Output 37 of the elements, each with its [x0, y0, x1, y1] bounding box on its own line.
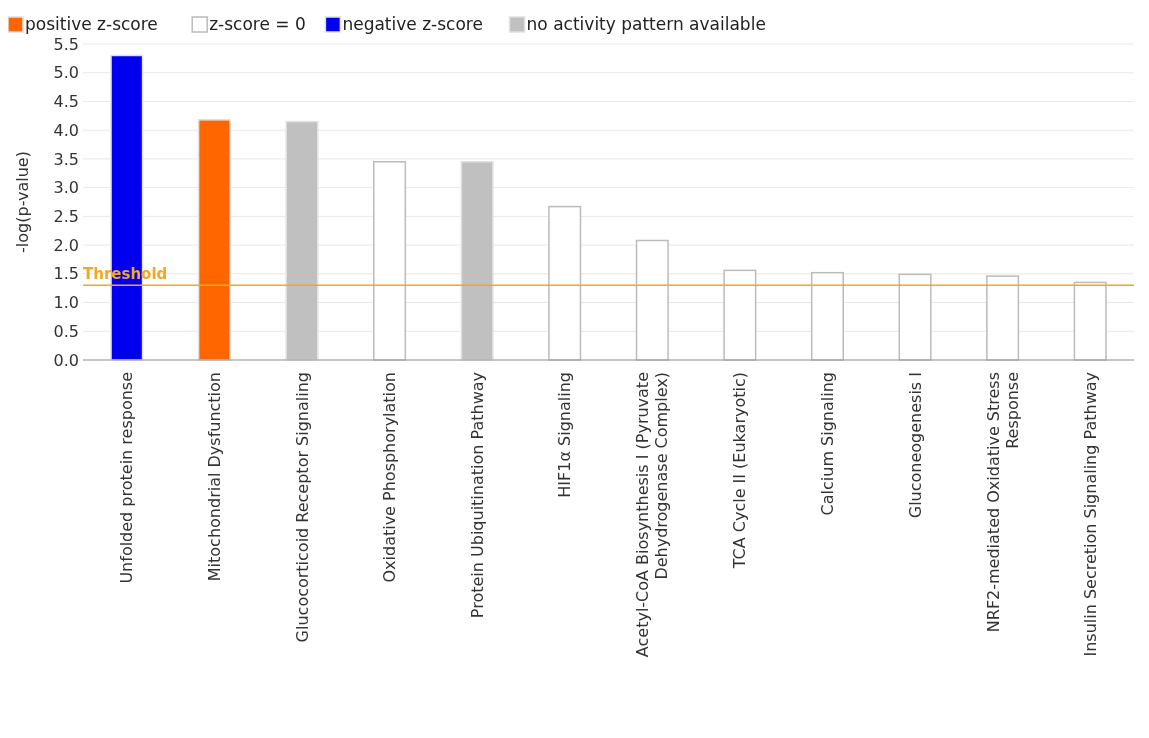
- y-tick-label: 5.5: [53, 34, 79, 54]
- bar: [635, 239, 669, 361]
- bar: [986, 275, 1020, 361]
- bar: [898, 273, 932, 361]
- x-tick-label: Oxidative Phosphorylation: [380, 372, 400, 583]
- y-tick-label: 3.5: [53, 149, 79, 169]
- y-tick-label: 2.0: [53, 235, 79, 255]
- bar: [548, 205, 582, 361]
- bar: [1073, 281, 1107, 361]
- y-tick-label: 1.0: [53, 293, 79, 313]
- y-axis-title: -log(p-value): [13, 151, 32, 253]
- y-tick-label: 1.5: [53, 264, 79, 284]
- bar: [810, 271, 844, 361]
- legend-label: no activity pattern available: [526, 14, 766, 34]
- y-tick-label: 0.0: [53, 350, 79, 370]
- x-tick-label: Acetyl-CoA Biosynthesis I (Pyruvate Dehydrogenase Complex): [633, 372, 672, 658]
- y-tick-label: 5.0: [53, 63, 79, 83]
- x-tick-label: Glucocorticoid Receptor Signaling: [292, 372, 312, 643]
- legend-label: positive z-score: [25, 14, 158, 34]
- y-tick-label: 0.5: [53, 321, 79, 341]
- x-tick-label: Insulin Secretion Signaling Pathway: [1080, 372, 1100, 657]
- legend-label: z-score = 0: [209, 14, 306, 34]
- x-tick-label: Calcium Signaling: [818, 372, 838, 516]
- x-tick-label: HIF1α Signaling: [555, 372, 575, 498]
- x-tick-label: Gluconeogenesis I: [905, 372, 925, 519]
- bar: [373, 161, 407, 361]
- y-tick-label: 2.5: [53, 206, 79, 226]
- y-tick-label: 4.0: [53, 120, 79, 140]
- y-tick-label: 4.5: [53, 92, 79, 112]
- x-tick-label: Protein Ubiquitination Pathway: [467, 372, 487, 619]
- bar: [723, 269, 757, 361]
- legend-label: negative z-score: [342, 14, 483, 34]
- x-tick-label: Mitochondrial Dysfunction: [204, 372, 224, 582]
- x-tick-label: NRF2-mediated Oxidative Stress Response: [983, 372, 1022, 633]
- x-tick-label: TCA Cycle II (Eukaryotic): [730, 372, 750, 570]
- y-tick-label: 3.0: [53, 178, 79, 198]
- x-tick-label: Unfolded protein response: [117, 372, 137, 584]
